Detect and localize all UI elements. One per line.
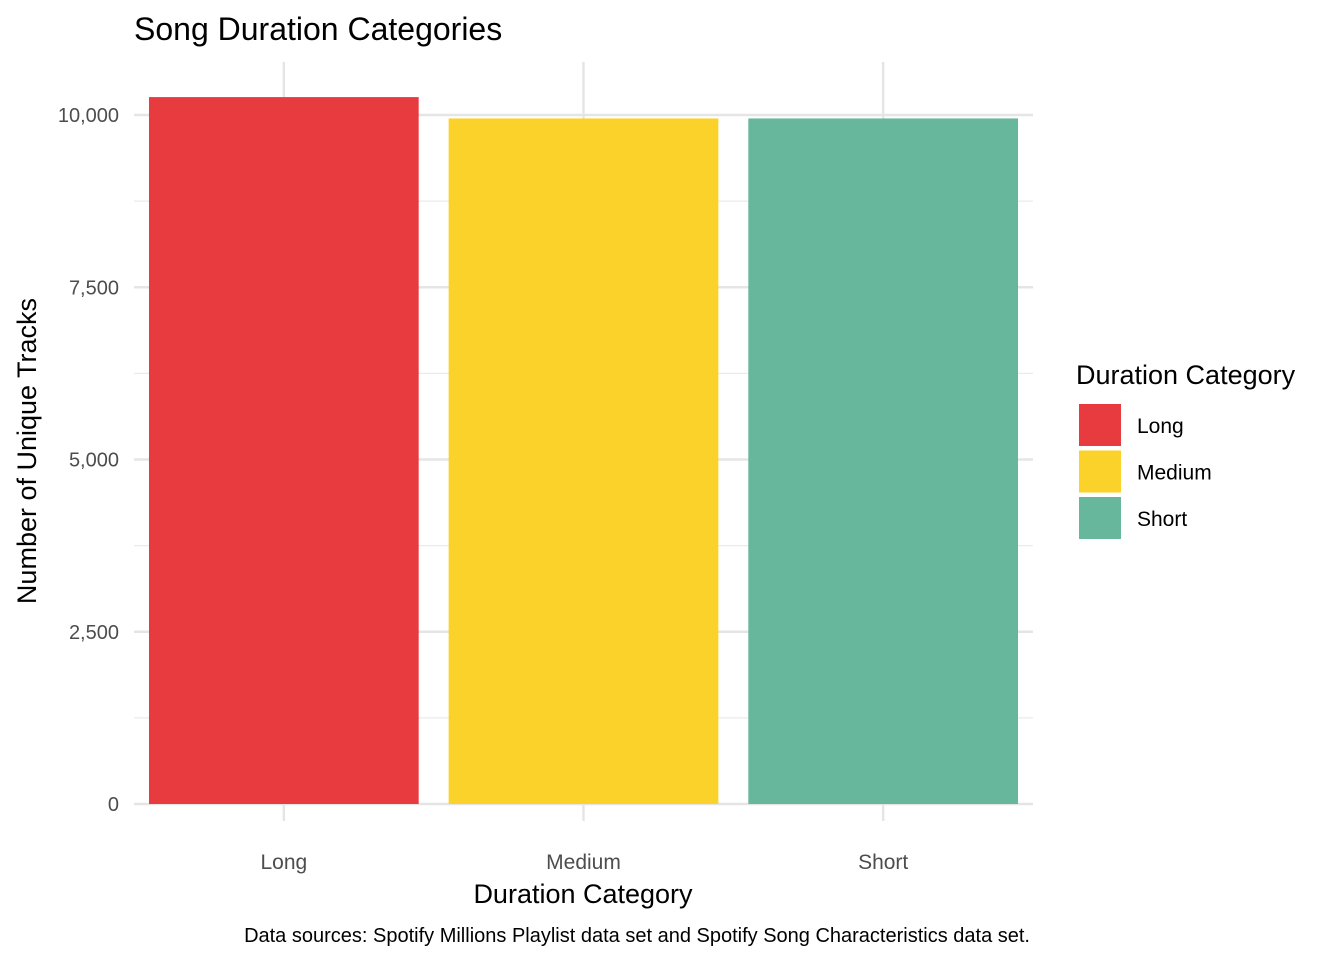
- bar-medium: [448, 118, 719, 804]
- x-tick-label: Long: [260, 851, 307, 874]
- y-tick-label: 2,500: [69, 622, 119, 644]
- legend-label: Long: [1137, 415, 1184, 438]
- legend-key-long: [1079, 404, 1121, 446]
- legend-key-short: [1079, 497, 1121, 539]
- x-axis-title: Duration Category: [473, 879, 693, 909]
- legend: Duration Category Long Medium Short: [1076, 360, 1296, 539]
- axis-layer: 0 2,500 5,000 7,500 10,000 Long Medium Short: [58, 105, 909, 874]
- caption: Data sources: Spotify Millions Playlist …: [244, 925, 1030, 947]
- y-tick-label: 10,000: [58, 105, 119, 127]
- legend-title: Duration Category: [1076, 360, 1296, 390]
- bars-layer: [148, 97, 1019, 804]
- legend-label: Short: [1137, 508, 1187, 531]
- bar-short: [748, 118, 1019, 804]
- y-tick-label: 7,500: [69, 277, 119, 299]
- legend-key-medium: [1079, 450, 1121, 493]
- legend-label: Medium: [1137, 462, 1212, 485]
- y-tick-label: 0: [108, 794, 119, 816]
- x-tick-label: Medium: [546, 851, 621, 874]
- x-tick-label: Short: [858, 851, 908, 874]
- bar-long: [148, 97, 419, 804]
- y-tick-label: 5,000: [69, 450, 119, 472]
- chart-title: Song Duration Categories: [134, 11, 502, 47]
- y-axis-title: Number of Unique Tracks: [12, 298, 42, 604]
